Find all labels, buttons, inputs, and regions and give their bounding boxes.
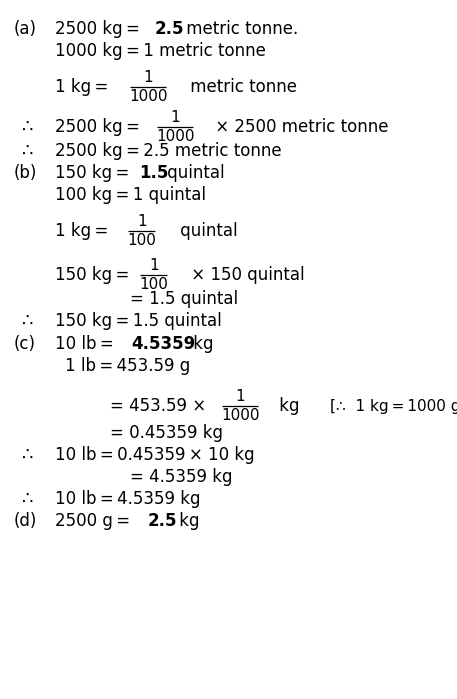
Text: 1.5: 1.5	[139, 164, 168, 182]
Text: quintal: quintal	[162, 164, 225, 182]
Text: kg: kg	[188, 335, 213, 353]
Text: ∴: ∴	[22, 142, 33, 160]
Text: ∴: ∴	[22, 118, 33, 136]
Text: 1: 1	[137, 214, 147, 229]
Text: 100: 100	[127, 233, 156, 248]
Text: (b): (b)	[14, 164, 37, 182]
Text: 1: 1	[235, 389, 245, 404]
Text: 100: 100	[139, 277, 168, 292]
Text: 1 lb = 453.59 g: 1 lb = 453.59 g	[65, 357, 190, 375]
Text: 1000: 1000	[129, 89, 167, 104]
Text: kg: kg	[274, 397, 299, 415]
Text: 100 kg = 1 quintal: 100 kg = 1 quintal	[55, 186, 206, 204]
Text: kg: kg	[174, 512, 200, 530]
Text: [∴  1 kg = 1000 g]: [∴ 1 kg = 1000 g]	[330, 398, 457, 414]
Text: 2.5: 2.5	[148, 512, 177, 530]
Text: metric tonne.: metric tonne.	[181, 20, 298, 38]
Text: 4.5359: 4.5359	[131, 335, 195, 353]
Text: 10 lb = 4.5359 kg: 10 lb = 4.5359 kg	[55, 490, 201, 508]
Text: 2500 kg = 2.5 metric tonne: 2500 kg = 2.5 metric tonne	[55, 142, 282, 160]
Text: 10 lb =: 10 lb =	[55, 335, 117, 353]
Text: ∴: ∴	[22, 446, 33, 464]
Text: 1: 1	[149, 258, 159, 273]
Text: quintal: quintal	[175, 222, 238, 240]
Text: 1 kg =: 1 kg =	[55, 222, 112, 240]
Text: 2500 kg =: 2500 kg =	[55, 20, 143, 38]
Text: 10 lb = 0.45359 × 10 kg: 10 lb = 0.45359 × 10 kg	[55, 446, 255, 464]
Text: metric tonne: metric tonne	[185, 78, 297, 96]
Text: (d): (d)	[14, 512, 37, 530]
Text: 1 kg =: 1 kg =	[55, 78, 112, 96]
Text: 150 kg =: 150 kg =	[55, 266, 133, 284]
Text: × 150 quintal: × 150 quintal	[186, 266, 305, 284]
Text: 1000: 1000	[221, 408, 260, 423]
Text: ∴: ∴	[22, 490, 33, 508]
Text: 2500 g =: 2500 g =	[55, 512, 133, 530]
Text: (a): (a)	[14, 20, 37, 38]
Text: ∴: ∴	[22, 312, 33, 330]
Text: 150 kg =: 150 kg =	[55, 164, 133, 182]
Text: (c): (c)	[14, 335, 36, 353]
Text: × 2500 metric tonne: × 2500 metric tonne	[210, 118, 388, 136]
Text: = 453.59 ×: = 453.59 ×	[110, 397, 212, 415]
Text: = 0.45359 kg: = 0.45359 kg	[110, 424, 223, 442]
Text: 1: 1	[143, 70, 153, 85]
Text: 1000 kg = 1 metric tonne: 1000 kg = 1 metric tonne	[55, 42, 266, 60]
Text: 2.5: 2.5	[155, 20, 185, 38]
Text: 1: 1	[170, 110, 180, 125]
Text: = 4.5359 kg: = 4.5359 kg	[130, 468, 233, 486]
Text: 1000: 1000	[156, 129, 195, 144]
Text: 2500 kg =: 2500 kg =	[55, 118, 143, 136]
Text: = 1.5 quintal: = 1.5 quintal	[130, 290, 238, 308]
Text: 150 kg = 1.5 quintal: 150 kg = 1.5 quintal	[55, 312, 222, 330]
